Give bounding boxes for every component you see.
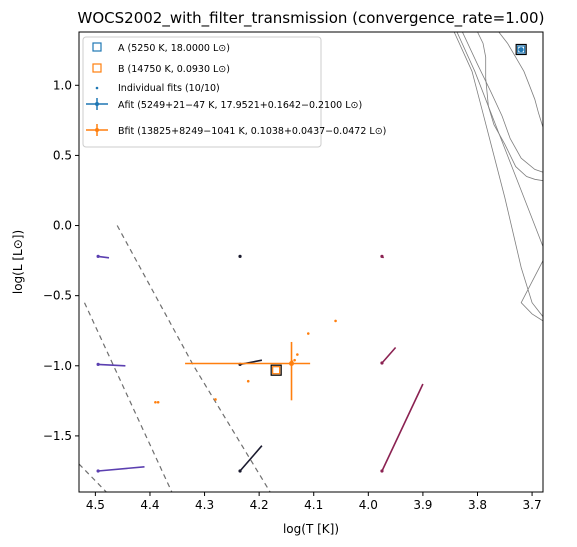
x-tick-label-2: 4.3 bbox=[195, 498, 214, 512]
chart-title: WOCS2002_with_filter_transmission (conve… bbox=[78, 9, 545, 28]
isochrone-line-1 bbox=[453, 29, 543, 317]
y-tick-label-5: −1.5 bbox=[43, 429, 72, 443]
fit-track-start-1 bbox=[97, 363, 100, 366]
dashed-line-0 bbox=[117, 226, 270, 493]
bfit-point bbox=[289, 361, 294, 366]
legend-label-a: A (5250 K, 18.0000 L⊙) bbox=[118, 43, 230, 54]
true-marker-b bbox=[273, 367, 280, 374]
x-tick-label-3: 4.2 bbox=[250, 498, 269, 512]
x-tick-label-5: 4.0 bbox=[359, 498, 378, 512]
fit-track-5 bbox=[240, 446, 262, 471]
individual-fit-b-0 bbox=[154, 401, 157, 404]
isochrone-line-3 bbox=[461, 29, 543, 172]
individual-fit-b-4 bbox=[293, 359, 296, 362]
legend: A (5250 K, 18.0000 L⊙) B (14750 K, 0.093… bbox=[83, 37, 386, 147]
fit-track-start-2 bbox=[97, 469, 100, 472]
y-tick-label-3: −0.5 bbox=[43, 289, 72, 303]
y-tick-label-4: −1.0 bbox=[43, 359, 72, 373]
fit-track-7 bbox=[382, 348, 396, 364]
x-axis-ticks: 4.5 4.4 4.3 4.2 4.1 4.0 3.9 3.8 3.7 bbox=[86, 492, 542, 512]
isochrone-line-2 bbox=[456, 29, 543, 246]
x-tick-label-6: 3.9 bbox=[413, 498, 432, 512]
x-tick-label-4: 4.1 bbox=[304, 498, 323, 512]
legend-label-b: B (14750 K, 0.0930 L⊙) bbox=[118, 64, 230, 75]
fit-track-start-5 bbox=[238, 469, 241, 472]
fit-track-8 bbox=[382, 384, 423, 471]
dashed-line-2 bbox=[79, 464, 106, 492]
legend-label-bfit: Bfit (13825+8249−1041 K, 0.1038+0.0437−0… bbox=[118, 126, 386, 137]
individual-fit-b-1 bbox=[157, 401, 160, 404]
fit-track-2 bbox=[98, 467, 144, 471]
x-tick-label-1: 4.4 bbox=[140, 498, 159, 512]
x-tick-label-0: 4.5 bbox=[86, 498, 105, 512]
legend-label-individual: Individual fits (10/10) bbox=[118, 83, 220, 94]
y-axis-ticks: 1.0 0.5 0.0 −0.5 −1.0 −1.5 bbox=[43, 78, 79, 443]
x-tick-label-8: 3.7 bbox=[523, 498, 542, 512]
y-tick-label-1: 0.5 bbox=[53, 148, 72, 162]
legend-label-afit: Afit (5249+21−47 K, 17.9521+0.1642−0.210… bbox=[118, 100, 362, 111]
legend-marker-individual-dot bbox=[96, 87, 99, 90]
y-axis-label: log(L [L⊙]) bbox=[11, 230, 25, 294]
y-tick-label-0: 1.0 bbox=[53, 78, 72, 92]
dashed-line-1 bbox=[85, 303, 172, 492]
individual-fit-b-6 bbox=[296, 353, 299, 356]
isochrone-line-4 bbox=[478, 32, 544, 181]
individual-fit-b-7 bbox=[307, 332, 310, 335]
individual-fit-b-8 bbox=[334, 320, 337, 323]
y-tick-label-2: 0.0 bbox=[53, 219, 72, 233]
fit-track-1 bbox=[98, 364, 125, 365]
fit-track-start-6 bbox=[380, 255, 383, 258]
individual-fit-b-3 bbox=[247, 380, 250, 383]
dashed-reference-lines bbox=[79, 226, 270, 493]
isochrone-lines bbox=[453, 29, 543, 321]
fit-track-start-8 bbox=[380, 469, 383, 472]
x-axis-label: log(T [K]) bbox=[283, 522, 339, 536]
fit-track-start-7 bbox=[380, 361, 383, 364]
fit-track-start-3 bbox=[238, 255, 241, 258]
fit-track-0 bbox=[98, 256, 109, 257]
individual-fit-b-2 bbox=[214, 398, 217, 401]
fit-track-start-0 bbox=[97, 255, 100, 258]
x-tick-label-7: 3.8 bbox=[468, 498, 487, 512]
afit-point bbox=[519, 47, 524, 52]
